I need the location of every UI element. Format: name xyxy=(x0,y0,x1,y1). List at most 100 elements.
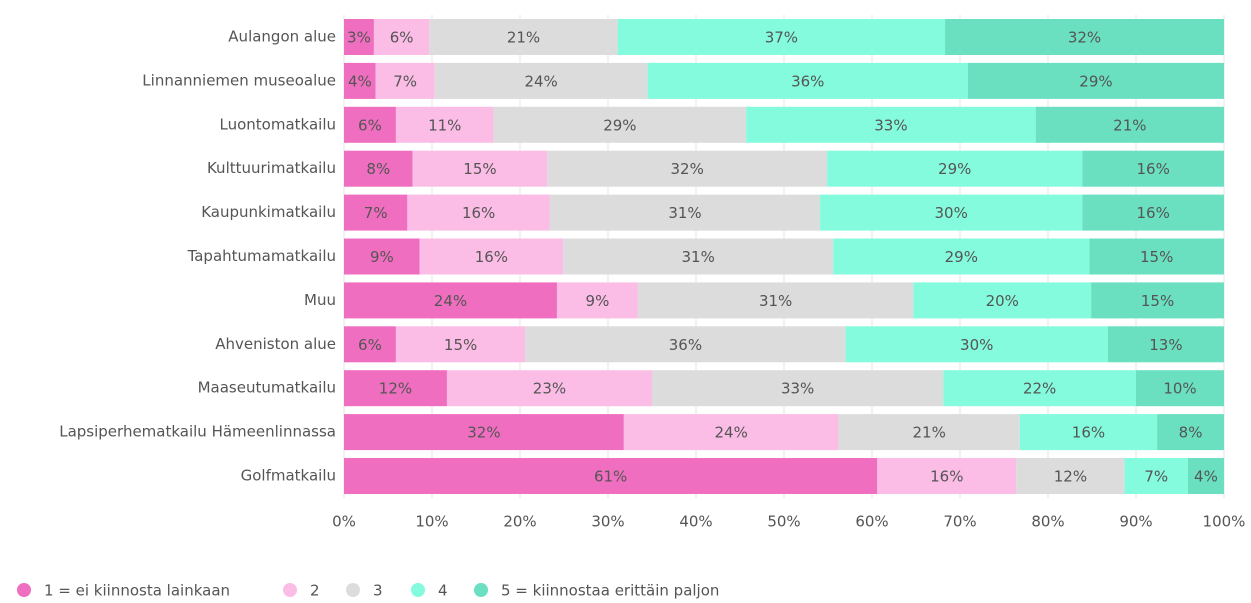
bar-segment xyxy=(373,19,430,55)
data-label: 29% xyxy=(945,248,978,266)
bar-segment xyxy=(1107,326,1224,363)
data-label: 7% xyxy=(1144,468,1168,486)
bar-segment xyxy=(395,326,526,363)
bar-segment xyxy=(344,370,447,407)
bar-segment xyxy=(344,19,374,55)
data-label: 4% xyxy=(348,72,372,90)
bar-segment xyxy=(833,238,1090,275)
data-label: 13% xyxy=(1149,336,1182,354)
data-label: 21% xyxy=(913,424,946,442)
bar-segment xyxy=(838,414,1020,451)
bar-segment xyxy=(945,19,1224,55)
data-label: 31% xyxy=(682,248,715,266)
data-label: 8% xyxy=(1179,424,1203,442)
data-label: 21% xyxy=(507,29,540,47)
x-tick-label: 90% xyxy=(1119,513,1152,531)
data-label: 15% xyxy=(463,160,496,178)
data-label: 22% xyxy=(1023,380,1056,398)
bar-segment xyxy=(344,326,396,363)
data-label: 61% xyxy=(594,468,627,486)
bar-segment xyxy=(563,238,834,275)
x-tick-label: 80% xyxy=(1031,513,1064,531)
legend-marker xyxy=(474,583,488,597)
data-label: 7% xyxy=(393,72,417,90)
data-label: 16% xyxy=(1072,424,1105,442)
legend-marker xyxy=(283,583,297,597)
bar-segment xyxy=(617,19,946,55)
bar-segment xyxy=(827,150,1083,187)
y-tick-label: Golfmatkailu xyxy=(241,467,336,485)
bar-segment xyxy=(1016,458,1125,494)
data-label: 30% xyxy=(960,336,993,354)
legend-marker xyxy=(17,583,31,597)
legend-label: 1 = ei kiinnosta lainkaan xyxy=(44,582,230,600)
data-label: 16% xyxy=(462,204,495,222)
y-tick-label: Kaupunkimatkailu xyxy=(201,203,336,221)
data-label: 6% xyxy=(358,116,382,134)
bar-segment xyxy=(344,458,878,494)
bar-segment xyxy=(525,326,846,363)
data-label: 29% xyxy=(603,116,636,134)
data-label: 6% xyxy=(390,29,414,47)
bar-segment xyxy=(375,62,435,99)
data-label: 36% xyxy=(669,336,702,354)
x-tick-label: 30% xyxy=(591,513,624,531)
bar-segment xyxy=(344,150,413,187)
y-tick-label: Aulangon alue xyxy=(228,28,336,46)
data-label: 29% xyxy=(938,160,971,178)
bar-segment xyxy=(395,106,494,143)
data-label: 6% xyxy=(358,336,382,354)
data-label: 8% xyxy=(366,160,390,178)
bar-segment xyxy=(344,282,557,319)
data-label: 24% xyxy=(434,292,467,310)
y-tick-label: Muu xyxy=(304,291,336,309)
bar-segment xyxy=(429,19,618,55)
bar-segment xyxy=(419,238,564,275)
bar-segment xyxy=(820,194,1083,231)
y-tick-label: Tapahtumamatkailu xyxy=(187,247,336,265)
y-tick-label: Maaseutumatkailu xyxy=(198,379,336,397)
bar-segment xyxy=(623,414,839,451)
bar-segment xyxy=(344,194,408,231)
y-tick-label: Ahveniston alue xyxy=(215,335,336,353)
data-label: 36% xyxy=(791,72,824,90)
data-label: 4% xyxy=(1194,468,1218,486)
legend-label: 3 xyxy=(373,582,383,600)
bar-segment xyxy=(1019,414,1158,451)
data-label: 33% xyxy=(874,116,907,134)
data-label: 15% xyxy=(1140,248,1173,266)
data-label: 37% xyxy=(765,29,798,47)
bar-segment xyxy=(1136,370,1224,407)
data-label: 16% xyxy=(1136,204,1169,222)
legend-label: 4 xyxy=(438,582,448,600)
data-label: 33% xyxy=(781,380,814,398)
legend-marker xyxy=(346,583,360,597)
x-tick-label: 10% xyxy=(415,513,448,531)
bar-segment xyxy=(344,414,624,451)
data-label: 12% xyxy=(1054,468,1087,486)
bar-segment xyxy=(344,62,376,99)
bar-segment xyxy=(652,370,944,407)
y-tick-label: Lapsiperhematkailu Hämeenlinnassa xyxy=(59,423,336,441)
bar-segment xyxy=(493,106,747,143)
bar-segment xyxy=(845,326,1108,363)
bar-segment xyxy=(1124,458,1188,494)
bar-segment xyxy=(1082,150,1224,187)
data-label: 16% xyxy=(475,248,508,266)
bar-segment xyxy=(1157,414,1224,451)
bar-segment xyxy=(1091,282,1224,319)
bar-segment xyxy=(446,370,652,407)
data-label: 15% xyxy=(1141,292,1174,310)
bar-segment xyxy=(1187,458,1224,494)
data-label: 3% xyxy=(347,29,371,47)
data-label: 31% xyxy=(759,292,792,310)
bar-segment xyxy=(746,106,1036,143)
data-label: 11% xyxy=(428,116,461,134)
bar-segment xyxy=(434,62,648,99)
data-label: 32% xyxy=(671,160,704,178)
data-label: 31% xyxy=(668,204,701,222)
bar-segment xyxy=(407,194,550,231)
x-tick-label: 70% xyxy=(943,513,976,531)
bar-segment xyxy=(344,238,420,275)
